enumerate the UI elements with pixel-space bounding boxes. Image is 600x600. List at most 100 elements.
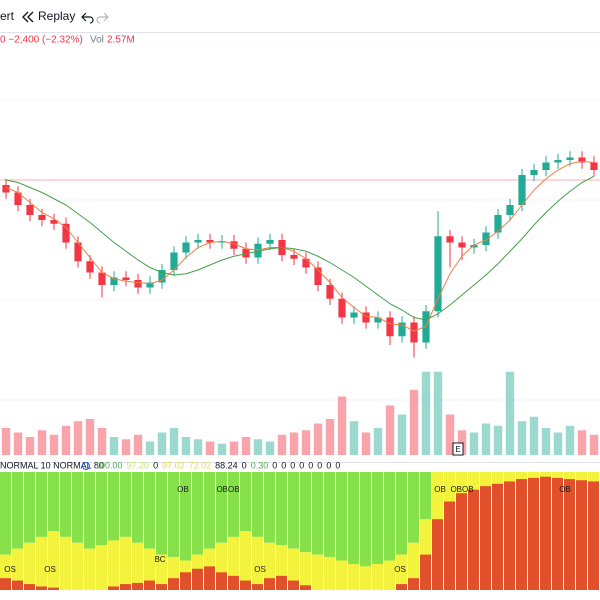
candle-body [578,157,586,163]
undo-button[interactable] [81,12,94,24]
indicator-yellow [372,564,383,590]
indicator-settings-icon[interactable] [82,462,90,470]
volume-bar [541,428,551,455]
candle-body [86,261,94,273]
indicator-readout: 0 [290,460,295,470]
candle-body [314,267,322,285]
indicator-yellow [132,542,143,590]
indicator-green [12,472,23,549]
indicator-bar [228,575,239,590]
indicator-bar [156,584,167,590]
indicator-green [348,472,359,565]
indicator-bar [204,566,215,590]
indicator-bar [240,580,251,590]
indicator-green [72,472,83,543]
indicator-yellow [60,536,71,590]
alert-button[interactable]: ert [0,9,15,23]
indicator-bar [192,568,203,590]
indicator-green [252,472,263,537]
price-grid [0,99,600,401]
indicator-bar [408,578,419,590]
indicator-yellow [72,542,83,590]
volume-value: 2.57M [107,35,135,46]
volume-bar [109,437,119,455]
volume-bar [373,428,383,455]
indicator-yellow [348,564,359,590]
indicator-green [60,472,71,537]
candle-body [98,272,106,285]
indicator-bar [300,585,311,590]
indicator-bar [276,575,287,590]
indicator-readout: 0 [281,460,286,470]
candle-body [362,312,370,323]
volume-bar [553,432,563,455]
indicator-bar [288,580,299,590]
volume-bar [133,434,143,455]
indicator-bar [396,584,407,590]
indicator-green [228,472,239,537]
candle-body [458,242,466,248]
indicator-yellow [96,545,107,590]
candle-body [242,248,250,258]
indicator-yellow [168,556,179,590]
candle-body [134,280,142,288]
volume-bar [145,441,155,455]
indicator-bar [144,580,155,590]
indicator-readout: 0 [242,460,247,470]
candle-body [386,317,394,337]
indicator-readout: 0 [153,460,158,470]
volume-bar [409,389,419,455]
indicator-green [84,472,95,549]
indicator-yellow [264,542,275,590]
candle-body [290,255,298,259]
candle-body [542,162,550,170]
indicator-bar [180,572,191,590]
volume-bar [61,425,71,455]
indicator-yellow [228,536,239,590]
price-change: 0 −2,400 (−2.32%) [0,35,83,46]
volume-bar [253,439,263,455]
indicator-green [132,472,143,543]
indicator-green [96,472,107,546]
volume-bar [265,441,275,455]
indicator-green [312,472,323,555]
volume-bar [589,434,599,455]
indicator-bar [24,584,35,590]
indicator-yellow [48,531,59,590]
indicator-green [180,472,191,561]
volume-bar [325,419,335,455]
candle-body [122,277,130,280]
indicator-green [264,472,275,543]
volume-bar [73,421,83,455]
volume-bar [217,443,227,455]
volume-bar [289,432,299,455]
indicator-bar [564,479,575,590]
candle-body [410,322,418,343]
candle-body [590,162,598,170]
indicator-yellow [144,548,155,590]
indicator-bar [588,481,599,590]
indicator-label: OBOB [450,485,473,494]
redo-button[interactable] [96,12,109,24]
replay-button[interactable]: Replay [38,9,75,23]
volume-bar [25,437,35,455]
volume-bar [121,439,131,455]
indicator-readout: 0 [326,460,331,470]
indicator-bar [552,477,563,590]
indicator-green [156,472,167,555]
volume-bar [397,414,407,455]
candle-body [326,285,334,299]
indicator-readout: 0 [317,460,322,470]
candle-body [146,282,154,288]
indicator-yellow [324,556,335,590]
volume-bar [85,419,95,455]
indicator-bar [120,584,131,590]
indicator-readout: 0 [335,460,340,470]
volume-label: Vol [90,35,104,46]
replay-icon[interactable] [22,11,34,23]
indicator-green [396,472,407,555]
event-marker-box [452,442,464,456]
indicator-green [300,472,311,553]
indicator-readout: 88.24 [215,460,238,470]
